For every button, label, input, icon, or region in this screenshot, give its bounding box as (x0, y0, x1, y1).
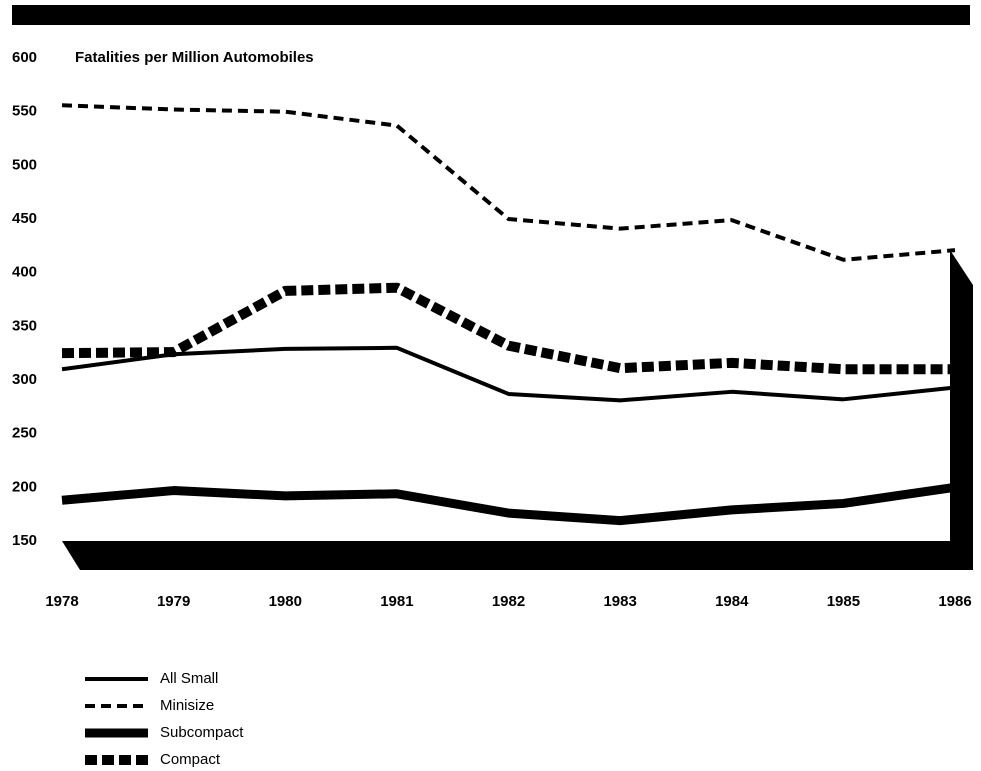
series-line (61, 345, 956, 403)
y-tick-label: 350 (12, 317, 37, 334)
y-tick-label: 450 (12, 210, 37, 227)
y-tick-label: 600 (12, 49, 37, 66)
y-tick-label: 300 (12, 371, 37, 388)
y-tick-label: 200 (12, 478, 37, 495)
x-tick-label: 1984 (715, 593, 749, 610)
x-tick-label: 1979 (157, 593, 190, 610)
y-tick-label: 250 (12, 425, 37, 442)
legend-label: All Small (160, 670, 218, 687)
y-tick-label: 500 (12, 156, 37, 173)
y-tick-label: 550 (12, 103, 37, 120)
legend-label: Compact (160, 751, 221, 768)
x-tick-label: 1983 (603, 593, 636, 610)
series-line (61, 103, 956, 262)
x-tick-label: 1978 (45, 593, 78, 610)
floor (62, 541, 950, 570)
y-tick-label: 150 (12, 532, 37, 549)
top-bar (12, 5, 970, 25)
x-tick-label: 1981 (380, 593, 413, 610)
chart-title: Fatalities per Million Automobiles (75, 49, 314, 66)
x-tick-label: 1982 (492, 593, 525, 610)
series-line (61, 282, 955, 375)
x-tick-label: 1980 (269, 593, 302, 610)
legend-label: Subcompact (160, 724, 244, 741)
y-tick-label: 400 (12, 264, 37, 281)
x-tick-label: 1985 (827, 593, 860, 610)
legend-label: Minisize (160, 697, 214, 714)
x-tick-label: 1986 (938, 593, 971, 610)
series-line (61, 482, 956, 526)
side-wall (950, 250, 973, 570)
